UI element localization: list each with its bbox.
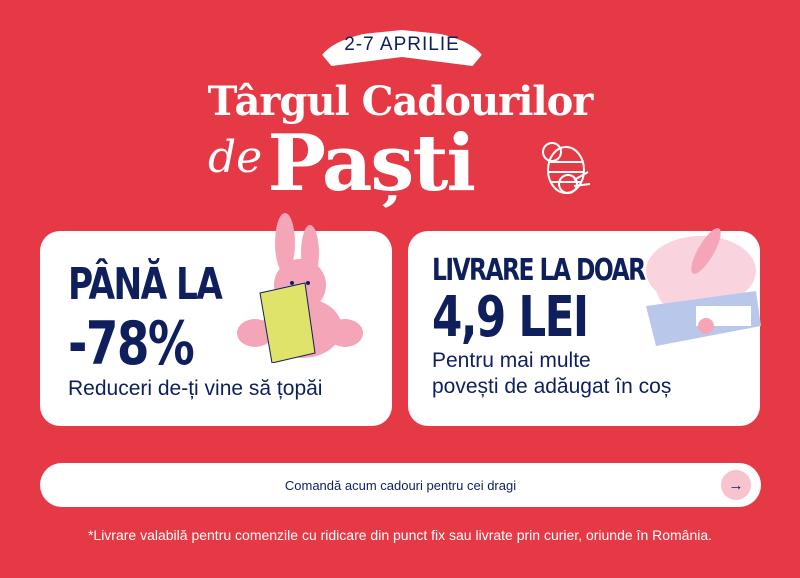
delivery-card[interactable]: LIVRARE LA DOAR 4,9 LEI Pentru mai multe… <box>408 228 761 426</box>
easter-egg-icon <box>542 142 591 194</box>
date-ribbon: 2-7 APRILIE <box>318 30 486 66</box>
order-cta-button[interactable]: Comandă acum cadouri pentru cei dragi → <box>40 463 761 507</box>
title-de: de <box>208 132 263 183</box>
title-line1: Târgul Cadourilor <box>207 78 594 125</box>
discount-value: -78% <box>68 309 195 379</box>
title-line2: de Paști <box>208 118 476 209</box>
delivery-headline: LIVRARE LA DOAR <box>432 253 646 288</box>
footnote: *Livrare valabilă pentru comenzile cu ri… <box>87 527 713 543</box>
delivery-subtitle1: Pentru mai multe <box>432 349 591 372</box>
bunny-parcel-illustration <box>646 228 761 346</box>
arrow-right-icon[interactable]: → <box>721 470 751 500</box>
discount-card[interactable]: PÂNĂ LA -78% Reduceri de-ți vine să țopă… <box>40 213 392 426</box>
discount-subtitle: Reduceri de-ți vine să țopăi <box>68 377 323 400</box>
bunny-reading-illustration <box>237 213 363 363</box>
delivery-subtitle2: povești de adăugat în coș <box>432 375 672 398</box>
discount-headline: PÂNĂ LA <box>68 259 223 310</box>
title-pasti: Paști <box>267 118 476 209</box>
cta-label: Comandă acum cadouri pentru cei dragi <box>284 477 517 493</box>
delivery-value: 4,9 LEI <box>432 285 589 350</box>
